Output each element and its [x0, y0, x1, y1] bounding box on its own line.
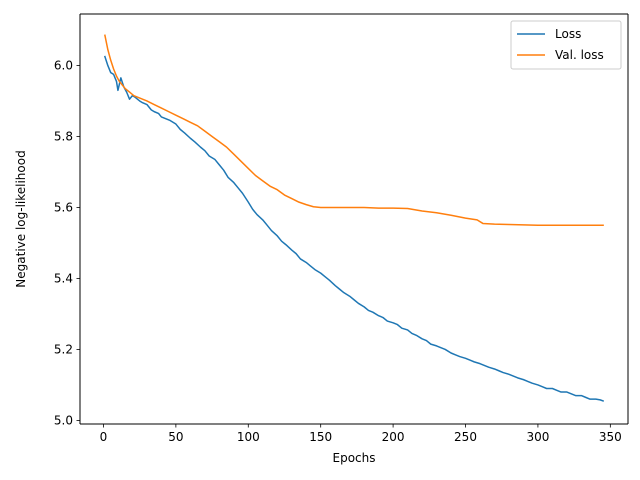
series-line-val-loss — [104, 34, 604, 226]
y-axis-label: Negative log-likelihood — [14, 150, 28, 287]
legend: Loss Val. loss — [510, 20, 622, 70]
series-line-loss — [103, 55, 605, 402]
y-tick-label: 5.2 — [54, 342, 73, 356]
x-tick-label: 0 — [100, 430, 108, 444]
legend-label-loss: Loss — [555, 27, 581, 41]
y-axis-ticks: 5.0 5.2 5.4 5.6 5.8 6.0 — [54, 58, 80, 427]
x-tick-label: 50 — [168, 430, 183, 444]
series-layer — [103, 34, 605, 402]
x-tick-label: 250 — [454, 430, 477, 444]
y-tick-label: 5.6 — [54, 200, 73, 214]
legend-frame — [510, 20, 622, 70]
x-tick-label: 150 — [309, 430, 332, 444]
x-axis-ticks: 0 50 100 150 200 250 300 350 — [100, 424, 622, 444]
y-tick-label: 6.0 — [54, 58, 73, 72]
plot-area — [80, 14, 628, 424]
x-tick-label: 350 — [599, 430, 622, 444]
x-axis-label: Epochs — [333, 451, 376, 465]
legend-label-val-loss: Val. loss — [555, 48, 604, 62]
x-tick-label: 100 — [237, 430, 260, 444]
y-tick-label: 5.0 — [54, 413, 73, 427]
x-tick-label: 300 — [526, 430, 549, 444]
y-tick-label: 5.8 — [54, 129, 73, 143]
plot-frame — [79, 13, 629, 425]
x-tick-label: 200 — [382, 430, 405, 444]
y-tick-label: 5.4 — [54, 271, 73, 285]
